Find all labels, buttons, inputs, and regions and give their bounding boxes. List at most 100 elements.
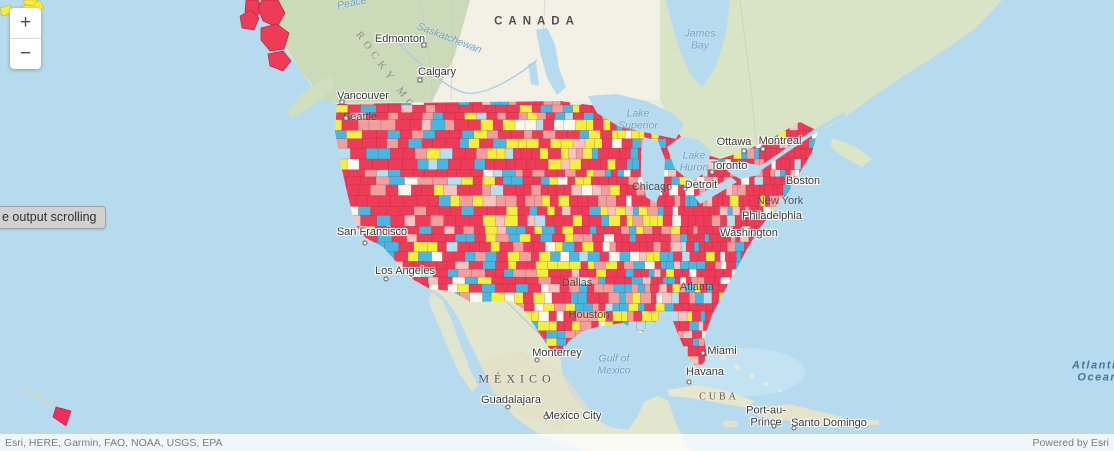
county-cell[interactable] [496,251,509,263]
county-cell[interactable] [534,215,547,228]
county-cell[interactable] [564,233,575,244]
county-cell[interactable] [494,176,504,186]
county-cell[interactable] [564,112,574,121]
county-cell[interactable] [563,310,577,323]
county-cell[interactable] [457,241,471,253]
county-cell[interactable] [442,112,457,121]
county-cell[interactable] [374,226,387,236]
county-cell[interactable] [616,268,627,279]
county-cell[interactable] [397,184,413,197]
county-cell[interactable] [679,283,686,294]
county-cell[interactable] [563,215,574,228]
county-cell[interactable] [620,215,628,228]
county-cell[interactable] [651,292,658,305]
county-cell[interactable] [473,130,489,140]
county-cell[interactable] [387,158,404,171]
county-cell[interactable] [386,138,399,150]
county-cell[interactable] [657,276,664,286]
county-cell[interactable] [639,251,647,263]
county-cell[interactable] [739,233,750,244]
county-cell[interactable] [503,184,517,197]
county-cell[interactable] [681,268,691,279]
county-cell[interactable] [402,261,414,271]
county-cell[interactable] [678,292,691,305]
county-cell[interactable] [356,195,369,208]
county-cell[interactable] [347,138,363,150]
county-cell[interactable] [619,251,631,263]
county-cell[interactable] [397,112,413,121]
county-cell[interactable] [400,169,414,178]
county-cell[interactable] [696,261,707,271]
county-cell[interactable] [479,241,492,253]
county-cell[interactable] [631,138,642,150]
county-cell[interactable] [593,119,605,132]
county-cell[interactable] [579,283,589,294]
county-cell[interactable] [583,112,595,121]
county-cell[interactable] [660,226,672,236]
county-cell[interactable] [629,241,641,253]
county-cell[interactable] [346,130,363,140]
county-cell[interactable] [409,119,423,132]
county-cell[interactable] [568,147,577,160]
county-cell[interactable] [613,233,623,244]
county-cell[interactable] [432,138,447,150]
county-cell[interactable] [445,104,461,114]
county-cell[interactable] [535,158,550,171]
county-cell[interactable] [714,251,722,263]
county-cell[interactable] [587,268,597,279]
county-cell[interactable] [485,233,497,244]
county-cell[interactable] [574,176,585,186]
county-cell[interactable] [614,276,626,286]
county-cell[interactable] [502,119,516,132]
county-cell[interactable] [477,276,493,286]
county-cell[interactable] [445,138,461,150]
county-cell[interactable] [690,276,699,286]
county-cell[interactable] [581,241,595,253]
county-cell[interactable] [570,206,583,217]
county-cell[interactable] [552,233,566,244]
county-cell[interactable] [556,310,565,323]
county-cell[interactable] [505,112,520,121]
county-cell[interactable] [464,276,479,286]
county-cell[interactable] [635,233,646,244]
county-cell[interactable] [730,233,737,244]
county-cell[interactable] [506,158,517,171]
county-cell[interactable] [557,176,569,186]
county-cell[interactable] [612,226,622,236]
hawaii-big-island-county[interactable] [52,406,72,427]
county-cell[interactable] [612,303,621,313]
county-cell[interactable] [643,226,654,236]
county-cell[interactable] [686,310,694,323]
county-cell[interactable] [431,226,446,236]
county-cell[interactable] [587,261,595,271]
county-cell[interactable] [729,195,740,208]
county-cell[interactable] [490,241,501,253]
county-cell[interactable] [711,292,720,305]
county-cell[interactable] [527,283,542,294]
county-cell[interactable] [624,276,633,286]
county-cell[interactable] [598,176,610,186]
county-cell[interactable] [581,206,590,217]
county-cell[interactable] [683,206,695,217]
county-cell[interactable] [503,268,514,279]
county-cell[interactable] [608,292,621,305]
county-cell[interactable] [608,176,618,186]
county-cell[interactable] [345,184,360,197]
county-cell[interactable] [573,233,585,244]
county-cell[interactable] [519,233,532,244]
county-cell[interactable] [637,283,646,294]
county-cell[interactable] [615,158,628,171]
county-cell[interactable] [437,241,448,253]
county-cell[interactable] [556,338,568,348]
county-cell[interactable] [717,233,726,244]
county-cell[interactable] [565,303,576,313]
county-cell[interactable] [689,292,697,305]
county-cell[interactable] [630,283,639,294]
county-cell[interactable] [543,119,555,132]
county-cell[interactable] [696,233,706,244]
county-cell[interactable] [600,158,609,171]
county-cell[interactable] [377,233,393,244]
county-cell[interactable] [673,261,681,271]
county-cell[interactable] [526,215,536,228]
county-cell[interactable] [446,261,456,271]
